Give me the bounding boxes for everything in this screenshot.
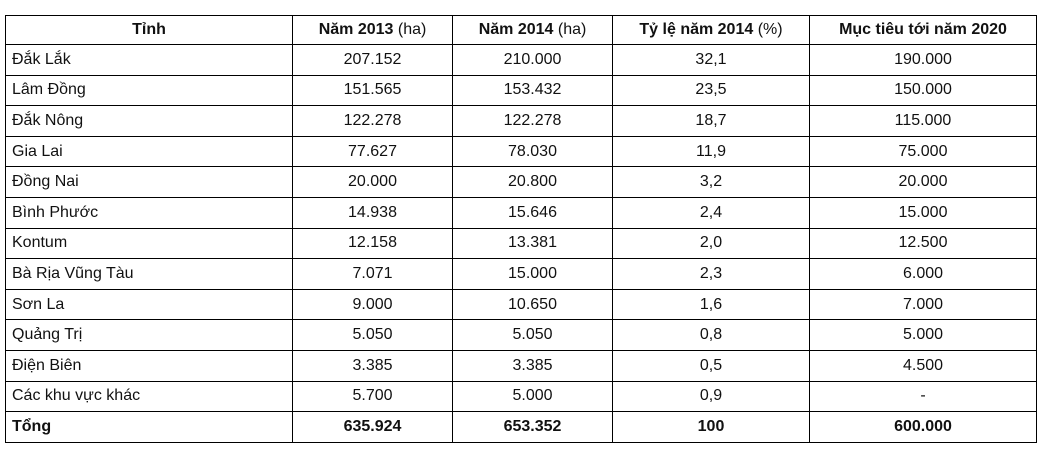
header-unit: (ha) <box>557 21 587 38</box>
coffee-area-table: Tỉnh Năm 2013 (ha) Năm 2014 (ha) Tỷ lệ năm … <box>5 15 1037 443</box>
cell-area-2013: 77.627 <box>292 135 453 168</box>
coffee-area-table-wrapper: Tỉnh Năm 2013 (ha) Năm 2014 (ha) Tỷ lệ năm … <box>5 15 1037 443</box>
cell-area-2013: 151.565 <box>292 74 453 107</box>
cell-target-2020: 600.000 <box>809 411 1037 443</box>
cell-area-2013: 122.278 <box>292 105 453 137</box>
cell-target-2020: 115.000 <box>809 105 1037 137</box>
cell-share-2014: 2,3 <box>612 258 810 290</box>
header-label: Tỉnh <box>132 21 166 38</box>
header-share-2014: Tỷ lệ năm 2014 (%) <box>612 15 810 45</box>
cell-target-2020: 15.000 <box>809 196 1037 229</box>
table-row: Điện Biên 3.385 3.385 0,5 4.500 <box>5 349 1037 382</box>
cell-area-2013: 12.158 <box>292 227 453 260</box>
cell-target-2020: 20.000 <box>809 166 1037 198</box>
cell-area-2013: 635.924 <box>292 411 453 443</box>
cell-area-2014: 153.432 <box>452 74 613 107</box>
cell-area-2014: 653.352 <box>452 411 613 443</box>
cell-area-2014: 3.385 <box>452 349 613 382</box>
cell-area-2014: 78.030 <box>452 135 613 168</box>
cell-area-2014: 15.000 <box>452 258 613 290</box>
cell-share-2014: 11,9 <box>612 135 810 168</box>
table-row: Lâm Đồng 151.565 153.432 23,5 150.000 <box>5 74 1037 107</box>
header-year-2013: Năm 2013 (ha) <box>292 15 453 45</box>
cell-area-2013: 7.071 <box>292 258 453 290</box>
table-row: Đắk Nông 122.278 122.278 18,7 115.000 <box>5 105 1037 137</box>
cell-area-2014: 122.278 <box>452 105 613 137</box>
table-row: Bà Rịa Vũng Tàu 7.071 15.000 2,3 6.000 <box>5 258 1037 290</box>
cell-province: Đắk Nông <box>5 105 293 137</box>
cell-area-2013: 3.385 <box>292 349 453 382</box>
cell-share-2014: 0,8 <box>612 319 810 351</box>
cell-share-2014: 18,7 <box>612 105 810 137</box>
header-year-2014: Năm 2014 (ha) <box>452 15 613 45</box>
cell-share-2014: 100 <box>612 411 810 443</box>
cell-province: Điện Biên <box>5 349 293 382</box>
table-row: Đồng Nai 20.000 20.800 3,2 20.000 <box>5 166 1037 198</box>
table-row: Bình Phước 14.938 15.646 2,4 15.000 <box>5 196 1037 229</box>
cell-province: Bình Phước <box>5 196 293 229</box>
cell-target-2020: 75.000 <box>809 135 1037 168</box>
cell-target-2020: 6.000 <box>809 258 1037 290</box>
cell-area-2014: 13.381 <box>452 227 613 260</box>
cell-province: Sơn La <box>5 288 293 321</box>
cell-area-2014: 10.650 <box>452 288 613 321</box>
cell-area-2013: 20.000 <box>292 166 453 198</box>
header-label: Tỷ lệ năm 2014 <box>639 21 754 38</box>
table-total-row: Tổng 635.924 653.352 100 600.000 <box>5 411 1037 443</box>
cell-target-2020: 5.000 <box>809 319 1037 351</box>
cell-target-2020: 4.500 <box>809 349 1037 382</box>
header-target-2020: Mục tiêu tới năm 2020 <box>809 15 1037 45</box>
cell-share-2014: 2,4 <box>612 196 810 229</box>
cell-target-2020: 12.500 <box>809 227 1037 260</box>
cell-province: Kontum <box>5 227 293 260</box>
cell-area-2013: 207.152 <box>292 44 453 76</box>
header-label: Năm 2013 <box>318 21 394 38</box>
cell-province: Bà Rịa Vũng Tàu <box>5 258 293 290</box>
cell-province: Gia Lai <box>5 135 293 168</box>
table-row: Các khu vực khác 5.700 5.000 0,9- <box>5 380 1037 413</box>
table-row: Sơn La 9.000 10.650 1,6 7.000 <box>5 288 1037 321</box>
cell-area-2014: 210.000 <box>452 44 613 76</box>
cell-share-2014: 32,1 <box>612 44 810 76</box>
cell-target-2020: - <box>809 380 1037 413</box>
cell-area-2013: 5.700 <box>292 380 453 413</box>
table-body: Đắk Lắk 207.152 210.000 32,1 190.000 Lâm Đồng… <box>5 44 1037 443</box>
cell-target-2020: 150.000 <box>809 74 1037 107</box>
cell-area-2013: 14.938 <box>292 196 453 229</box>
header-label: Năm 2014 <box>478 21 554 38</box>
cell-province: Đồng Nai <box>5 166 293 198</box>
header-label: Mục tiêu tới năm 2020 <box>839 21 1007 38</box>
table-row: Gia Lai 77.627 78.030 11,9 75.000 <box>5 135 1037 168</box>
table-row: Quảng Trị 5.050 5.050 0,8 5.000 <box>5 319 1037 351</box>
header-province: Tỉnh <box>5 15 293 45</box>
cell-share-2014: 0,9 <box>612 380 810 413</box>
cell-province: Đắk Lắk <box>5 44 293 76</box>
table-row: Kontum 12.158 13.381 2,0 12.500 <box>5 227 1037 260</box>
cell-province: Tổng <box>5 411 293 443</box>
cell-area-2014: 15.646 <box>452 196 613 229</box>
table-row: Đắk Lắk 207.152 210.000 32,1 190.000 <box>5 44 1037 76</box>
header-unit: (ha) <box>397 21 427 38</box>
cell-area-2013: 9.000 <box>292 288 453 321</box>
cell-province: Các khu vực khác <box>5 380 293 413</box>
cell-area-2014: 20.800 <box>452 166 613 198</box>
cell-province: Quảng Trị <box>5 319 293 351</box>
cell-province: Lâm Đồng <box>5 74 293 107</box>
header-unit: (%) <box>757 21 783 38</box>
cell-share-2014: 0,5 <box>612 349 810 382</box>
cell-target-2020: 190.000 <box>809 44 1037 76</box>
cell-share-2014: 23,5 <box>612 74 810 107</box>
cell-target-2020: 7.000 <box>809 288 1037 321</box>
cell-area-2014: 5.000 <box>452 380 613 413</box>
cell-share-2014: 3,2 <box>612 166 810 198</box>
cell-area-2013: 5.050 <box>292 319 453 351</box>
cell-area-2014: 5.050 <box>452 319 613 351</box>
cell-share-2014: 2,0 <box>612 227 810 260</box>
table-header-row: Tỉnh Năm 2013 (ha) Năm 2014 (ha) Tỷ lệ năm … <box>5 15 1037 45</box>
cell-share-2014: 1,6 <box>612 288 810 321</box>
